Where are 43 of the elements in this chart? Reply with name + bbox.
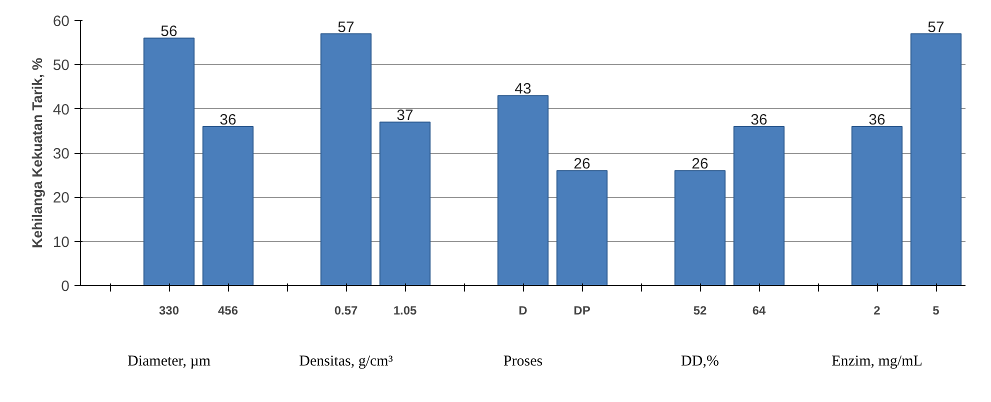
- x-tick-label: 64: [752, 304, 766, 318]
- x-tick-label: 330: [158, 304, 180, 318]
- data-label: 57: [338, 18, 354, 36]
- y-tick-label: 20: [52, 190, 70, 207]
- data-label: 57: [928, 18, 944, 36]
- text: Diameter, µm: [127, 354, 211, 370]
- x-tick-label: 52: [693, 304, 707, 318]
- data-label: 26: [692, 156, 708, 173]
- data-label: 56: [160, 23, 178, 40]
- bar: [910, 33, 962, 286]
- data-label: 43: [514, 80, 532, 98]
- y-tick-label: 30: [52, 146, 70, 162]
- bar: [379, 122, 431, 286]
- data-label: 37: [396, 107, 414, 124]
- y-tick-label: 10: [52, 234, 70, 251]
- bar: [556, 170, 608, 286]
- y-tick-label: 40: [52, 101, 70, 118]
- y-tick-label: 60: [52, 13, 70, 30]
- x-tick-label: DP: [574, 304, 590, 318]
- y-axis-title: Kehilanga Kekuatan Tarik, %: [28, 57, 45, 248]
- data-label: 36: [868, 112, 886, 128]
- text: DD,%: [681, 354, 719, 370]
- data-label: 26: [574, 156, 590, 173]
- data-label: 36: [750, 112, 768, 128]
- bar: [202, 126, 254, 286]
- x-tick-label: 1.05: [393, 304, 418, 318]
- x-tick-label: 0.57: [334, 304, 358, 318]
- bar: [851, 126, 903, 286]
- bar: [143, 38, 195, 286]
- bar: [733, 126, 785, 286]
- bar: [320, 33, 372, 286]
- y-tick-label: 0: [61, 278, 70, 295]
- text: Enzim, mg/mL: [832, 354, 922, 370]
- x-tick-label: D: [518, 304, 528, 318]
- bar: [497, 95, 549, 286]
- x-tick-label: 456: [218, 304, 238, 318]
- bar: [674, 170, 726, 286]
- x-tick-label: 2: [874, 304, 881, 318]
- text: Proses: [503, 354, 543, 370]
- y-tick-label: 50: [52, 57, 70, 74]
- x-tick-label: 5: [932, 304, 940, 318]
- text: Densitas, g/cm³: [299, 354, 394, 370]
- data-label: 36: [220, 112, 236, 128]
